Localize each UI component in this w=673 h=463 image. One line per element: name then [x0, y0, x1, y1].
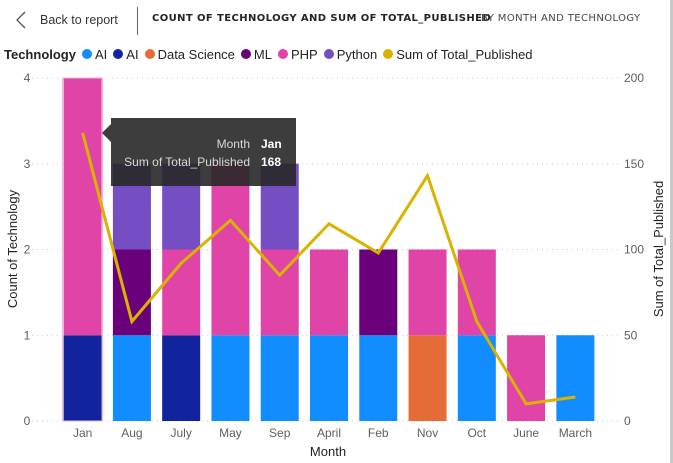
chart-subtitle: BY MONTH AND TECHNOLOGY: [481, 13, 641, 24]
tooltip-label-sum: Sum of Total_Published: [124, 155, 250, 169]
back-to-report-label: Back to report: [40, 13, 118, 27]
bar-segment[interactable]: [63, 335, 102, 421]
legend-dot-icon: [323, 49, 334, 59]
y2-tick-label: 200: [624, 71, 644, 85]
bar-segment[interactable]: [556, 335, 595, 421]
y-axis-ticks: 0 1 2 3 4: [24, 71, 31, 428]
visual-border: [670, 0, 673, 463]
x-axis-title: Month: [310, 444, 346, 459]
y2-tick-label: 0: [624, 414, 631, 428]
bar-stack-april[interactable]: [310, 249, 348, 422]
y2-tick-label: 100: [624, 243, 644, 257]
back-to-report-button[interactable]: Back to report: [12, 8, 118, 32]
legend-dot-icon: [113, 49, 124, 59]
x-tick-label: April: [317, 426, 341, 440]
legend-item-sum-total-published[interactable]: Sum of Total_Published: [383, 46, 533, 62]
legend: Technology AI AI Data Science ML PHP Pyt…: [4, 45, 539, 63]
y2-axis-ticks: 0 50 100 150 200: [624, 71, 644, 428]
tooltip-value-month: Jan: [261, 137, 282, 151]
bar-stack-aug[interactable]: [112, 163, 151, 421]
x-tick-label: Nov: [417, 426, 438, 440]
bar-stack-march[interactable]: [556, 335, 595, 421]
tooltip-arrow: [102, 124, 111, 142]
x-tick-label: March: [559, 426, 592, 440]
y2-axis-title: Sum of Total_Published: [651, 181, 666, 317]
bar-segment[interactable]: [310, 335, 348, 421]
chevron-left-icon: [16, 11, 26, 29]
header-divider: [137, 7, 138, 35]
y-tick-label: 0: [24, 414, 31, 428]
legend-item-python[interactable]: Python: [323, 46, 378, 62]
y-tick-label: 1: [24, 328, 31, 342]
bar-highlight: [62, 77, 104, 422]
legend-dot-icon: [277, 49, 288, 59]
bar-segment[interactable]: [457, 335, 496, 421]
bar-segment[interactable]: [310, 249, 348, 336]
legend-dot-icon: [383, 49, 394, 59]
bar-segment[interactable]: [408, 335, 447, 421]
legend-label: AI: [126, 46, 139, 62]
y2-tick-label: 150: [624, 157, 644, 171]
bar-stack-jan[interactable]: [62, 77, 104, 422]
legend-label: Data Science: [157, 46, 235, 62]
tooltip-label-month: Month: [216, 137, 250, 151]
bar-stack-feb[interactable]: [359, 249, 398, 422]
bar-segment[interactable]: [359, 335, 398, 421]
y-tick-label: 2: [24, 243, 31, 257]
line-series: [81, 132, 576, 406]
bar-segment[interactable]: [359, 249, 398, 336]
stacked-bars: [62, 77, 595, 422]
y-tick-label: 4: [24, 71, 31, 85]
y2-tick-label: 50: [624, 328, 638, 342]
bar-segment[interactable]: [211, 163, 250, 336]
x-tick-label: July: [171, 426, 192, 440]
y-tick-label: 3: [24, 157, 31, 171]
focus-mode-header: Back to report COUNT OF TECHNOLOGY AND S…: [0, 0, 670, 40]
bar-segment[interactable]: [260, 335, 299, 421]
legend-label: AI: [94, 46, 108, 62]
legend-dot-icon: [81, 49, 92, 59]
x-tick-label: Oct: [467, 426, 486, 440]
x-tick-label: Sep: [269, 426, 291, 440]
chart-title: COUNT OF TECHNOLOGY AND SUM OF TOTAL_PUB…: [152, 13, 492, 24]
legend-item-data-science[interactable]: Data Science: [144, 46, 235, 62]
legend-label: PHP: [290, 46, 318, 62]
bar-segment[interactable]: [507, 335, 546, 421]
x-tick-label: Aug: [121, 426, 142, 440]
bar-segment[interactable]: [63, 78, 102, 336]
tooltip-value-sum: 168: [261, 155, 282, 169]
bar-stack-july[interactable]: [162, 163, 201, 421]
bar-stack-nov[interactable]: [408, 249, 447, 422]
tooltip: Month Jan Sum of Total_Published 168: [111, 118, 296, 186]
legend-item-ai-dark[interactable]: AI: [113, 46, 139, 62]
bar-stack-oct[interactable]: [457, 249, 496, 422]
legend-item-ai-light[interactable]: AI: [81, 46, 108, 62]
legend-label: Python: [336, 46, 378, 62]
x-tick-label: May: [219, 426, 242, 440]
bar-segment[interactable]: [408, 249, 447, 336]
legend-dot-icon: [144, 49, 155, 59]
legend-label: Sum of Total_Published: [396, 46, 533, 62]
bar-stack-june[interactable]: [507, 335, 546, 421]
bar-stack-may[interactable]: [211, 163, 250, 421]
legend-label: ML: [253, 46, 272, 62]
x-axis-ticks: Jan Aug July May Sep April Feb Nov Oct June March: [73, 426, 592, 440]
bar-stack-sep[interactable]: [260, 163, 299, 421]
bar-segment[interactable]: [162, 335, 201, 421]
legend-item-ml[interactable]: ML: [240, 46, 272, 62]
bar-segment[interactable]: [112, 335, 151, 421]
legend-dot-icon: [240, 49, 251, 59]
bar-segment[interactable]: [211, 335, 250, 421]
y-axis-title: Count of Technology: [5, 189, 20, 308]
legend-item-php[interactable]: PHP: [277, 46, 318, 62]
x-tick-label: June: [513, 426, 539, 440]
x-tick-label: Feb: [368, 426, 389, 440]
legend-title: Technology: [4, 46, 76, 62]
x-tick-label: Jan: [73, 426, 92, 440]
